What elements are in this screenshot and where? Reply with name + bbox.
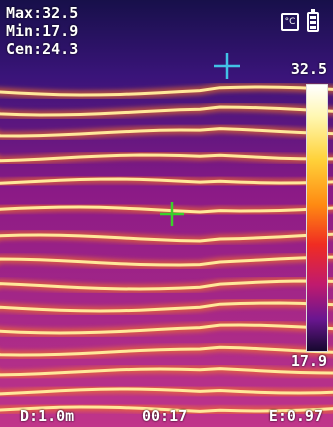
scale-max-label: 32.5: [290, 60, 327, 78]
recording-time: 00:17: [142, 407, 188, 425]
pipe-line: [0, 127, 333, 138]
pipe-line: [0, 405, 333, 413]
pipe-line: [0, 367, 333, 377]
center-crosshair-icon: [160, 202, 184, 226]
hot-spot-crosshair-icon: [214, 53, 240, 79]
pipe-line: [0, 387, 333, 396]
pipe-line: [0, 323, 333, 335]
pipe-line: [0, 255, 333, 267]
pipe-line: [0, 153, 333, 163]
pipe-line: [0, 85, 333, 97]
max-temp-readout: Max:32.5: [6, 4, 79, 22]
battery-icon: [307, 9, 319, 32]
pipe-line: [0, 279, 333, 291]
thermometer-unit-icon: °C: [281, 13, 299, 31]
color-palette-bar: [306, 84, 328, 352]
pipe-line: [0, 301, 333, 313]
distance-readout: D:1.0m: [20, 407, 75, 425]
pipe-line: [0, 177, 333, 185]
pipe-line: [0, 232, 333, 243]
scale-min-label: 17.9: [290, 352, 327, 370]
emissivity-readout: E:0.97: [268, 407, 323, 425]
pipe-line: [0, 345, 333, 357]
center-temp-readout: Cen:24.3: [6, 40, 79, 58]
pipe-line: [0, 205, 333, 214]
temperature-stats: Max:32.5 Min:17.9 Cen:24.3: [6, 4, 78, 58]
min-temp-readout: Min:17.9: [6, 22, 79, 40]
pipe-line: [0, 105, 333, 117]
